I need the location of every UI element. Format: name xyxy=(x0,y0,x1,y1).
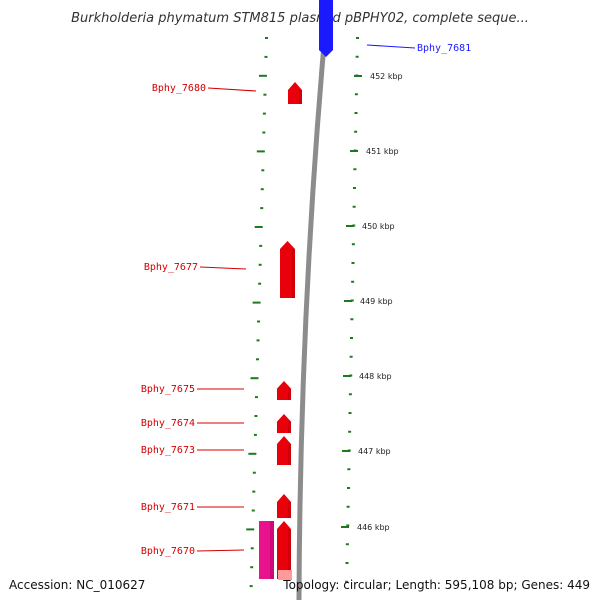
scale-label: 447 kbp xyxy=(358,447,391,456)
gene-label-bphy-7670[interactable]: Bphy_7670 xyxy=(141,546,195,557)
leader-line-bphy-7670 xyxy=(196,549,245,552)
gene-bphy-7674-shade xyxy=(288,421,291,433)
light-feature xyxy=(278,570,292,580)
outer-tick-ring xyxy=(341,37,362,583)
accession-label: Accession: NC_010627 xyxy=(9,578,146,592)
scale-label: 450 kbp xyxy=(362,222,395,231)
map-title: Burkholderia phymatum STM815 plasmid pBP… xyxy=(71,11,529,26)
sequence-backbone xyxy=(296,0,331,600)
scale-label: 449 kbp xyxy=(360,297,393,306)
gene-labels: Bphy_7681 Bphy_7680 Bphy_7677 Bphy_7675 Bphy… xyxy=(141,43,471,557)
leader-line-bphy-7680 xyxy=(207,87,257,92)
gene-features xyxy=(259,0,333,580)
scale-label: 446 kbp xyxy=(357,523,390,532)
gene-label-bphy-7671[interactable]: Bphy_7671 xyxy=(141,502,195,513)
pink-feature-shade xyxy=(270,521,274,579)
gene-bphy-7670[interactable] xyxy=(277,521,291,579)
gene-bphy-7671-shade xyxy=(288,502,291,518)
scale-label: 451 kbp xyxy=(366,147,399,156)
scale-labels: 452 kbp 451 kbp 450 kbp 449 kbp 448 kbp 447 k… xyxy=(357,72,403,532)
gene-label-bphy-7673[interactable]: Bphy_7673 xyxy=(141,445,195,456)
gene-label-bphy-7677[interactable]: Bphy_7677 xyxy=(144,262,198,273)
gene-bphy-7680[interactable] xyxy=(288,82,302,104)
gene-label-bphy-7681[interactable]: Bphy_7681 xyxy=(417,43,471,54)
gene-bphy-7677-shade xyxy=(292,249,295,298)
gene-bphy-7681[interactable] xyxy=(319,0,333,57)
gene-bphy-7677[interactable] xyxy=(280,241,295,298)
scale-label: 452 kbp xyxy=(370,72,403,81)
gene-label-bphy-7680[interactable]: Bphy_7680 xyxy=(152,83,206,94)
gene-bphy-7670-shade xyxy=(288,529,291,579)
scale-label: 448 kbp xyxy=(359,372,392,381)
gene-bphy-7673-shade xyxy=(288,444,291,465)
pink-feature[interactable] xyxy=(259,521,274,579)
gene-bphy-7674[interactable] xyxy=(277,414,291,433)
gene-label-bphy-7675[interactable]: Bphy_7675 xyxy=(141,384,195,395)
leader-line-bphy-7681 xyxy=(366,44,416,49)
inner-tick-ring xyxy=(246,37,268,588)
topology-label: Topology: circular; Length: 595,108 bp; … xyxy=(283,578,590,592)
gene-bphy-7673[interactable] xyxy=(277,436,291,465)
leader-line-bphy-7677 xyxy=(199,266,247,270)
gene-label-bphy-7674[interactable]: Bphy_7674 xyxy=(141,418,195,429)
gene-bphy-7675[interactable] xyxy=(277,381,291,400)
gene-bphy-7671[interactable] xyxy=(277,494,291,518)
gene-bphy-7675-shade xyxy=(288,388,291,400)
gene-bphy-7680-shade xyxy=(299,90,302,104)
